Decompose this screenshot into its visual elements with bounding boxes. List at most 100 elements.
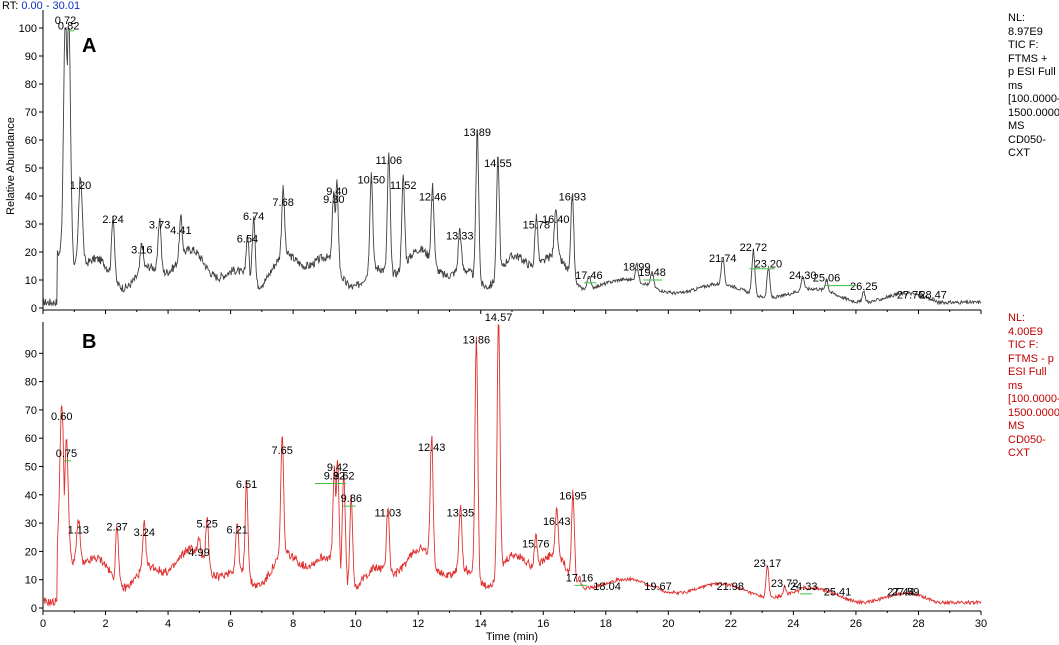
series-line bbox=[42, 324, 982, 607]
y-tick-label: 50 bbox=[25, 462, 37, 474]
info-line: 1500.0000] bbox=[1008, 106, 1059, 119]
peak-label: 6.74 bbox=[243, 211, 264, 223]
peak-label: 2.37 bbox=[106, 521, 127, 533]
peak-label: 12.43 bbox=[418, 442, 446, 454]
x-tick-label: 14 bbox=[475, 618, 487, 630]
y-tick-label: 90 bbox=[25, 51, 37, 63]
rt-label: RT: bbox=[2, 0, 19, 12]
peak-label: 4.41 bbox=[170, 225, 191, 237]
y-tick-label: 10 bbox=[25, 275, 37, 287]
x-tick-label: 22 bbox=[725, 618, 737, 630]
info-line: [100.0000- bbox=[1008, 93, 1059, 105]
y-tick-label: 0 bbox=[31, 603, 37, 615]
peak-label: 14.55 bbox=[484, 158, 512, 170]
peak-label: 21.98 bbox=[716, 581, 744, 593]
peak-label: 17.16 bbox=[566, 572, 594, 584]
panel-letter: A bbox=[82, 35, 96, 57]
y-tick-label: 40 bbox=[25, 490, 37, 502]
x-tick-label: 26 bbox=[850, 618, 862, 630]
panel-b-info: NL: 4.00E9 TIC F: FTMS - p ESI Full ms [100.… bbox=[1008, 312, 1059, 461]
peak-label: 24.33 bbox=[790, 581, 818, 593]
peak-label: 19.67 bbox=[644, 581, 672, 593]
x-tick-label: 2 bbox=[102, 618, 108, 630]
peak-label: 13.86 bbox=[463, 335, 491, 347]
y-tick-label: 70 bbox=[25, 405, 37, 417]
peak-label: 25.41 bbox=[824, 587, 852, 599]
series-line bbox=[42, 27, 982, 307]
y-tick-label: 40 bbox=[25, 191, 37, 203]
peak-label: 6.21 bbox=[226, 524, 247, 536]
y-tick-label: 60 bbox=[25, 433, 37, 445]
y-tick-label: 30 bbox=[25, 518, 37, 530]
info-line: NL: bbox=[1008, 312, 1026, 324]
peak-label: 9.30 bbox=[323, 194, 344, 206]
peak-label: 23.72 bbox=[771, 578, 799, 590]
peak-label: 16.93 bbox=[559, 191, 587, 203]
peak-label: 22.72 bbox=[740, 242, 768, 254]
peak-label: 15.76 bbox=[522, 538, 550, 550]
peak-label: 6.51 bbox=[236, 479, 257, 491]
peak-label: 14.57 bbox=[485, 312, 513, 324]
peak-label: 13.33 bbox=[446, 231, 474, 243]
y-tick-label: 80 bbox=[25, 377, 37, 389]
peak-label: 7.68 bbox=[272, 197, 293, 209]
peak-label: 1.20 bbox=[70, 180, 91, 192]
info-line: 8.97E9 bbox=[1008, 25, 1043, 38]
peak-label: 0.75 bbox=[56, 448, 77, 460]
peak-label: 27.59 bbox=[892, 587, 920, 599]
peak-label: 27.44 bbox=[887, 587, 915, 599]
x-tick-label: 4 bbox=[165, 618, 171, 630]
y-tick-label: 70 bbox=[25, 107, 37, 119]
panel-a: 0 10 20 30 40 50 60 70 80 90 100 Relative Abundance… bbox=[5, 10, 982, 315]
peak-label: 0.82 bbox=[58, 21, 79, 33]
peak-label: 24.30 bbox=[789, 270, 817, 282]
info-line: 4.00E9 bbox=[1008, 325, 1043, 338]
peak-label: 28.47 bbox=[919, 289, 947, 301]
peak-label: 26.25 bbox=[850, 281, 878, 293]
y-tick-label: 100 bbox=[19, 23, 37, 35]
peak-label: 11.52 bbox=[390, 180, 417, 192]
peak-label: 16.43 bbox=[543, 516, 571, 528]
y-tick-label: 10 bbox=[25, 575, 37, 587]
x-tick-label: 0 bbox=[40, 618, 46, 630]
y-tick-label: 30 bbox=[25, 219, 37, 231]
info-line: TIC F: FTMS + bbox=[1008, 39, 1048, 65]
x-tick-label: 28 bbox=[912, 618, 924, 630]
info-line: MS bbox=[1008, 120, 1025, 132]
panel-a-info: NL: 8.97E9 TIC F: FTMS + p ESI Full ms [100.… bbox=[1008, 12, 1059, 161]
x-axis-label: Time (min) bbox=[486, 631, 538, 643]
info-line: 1500.0000] bbox=[1008, 406, 1059, 419]
peak-label: 5.25 bbox=[196, 519, 217, 531]
peak-label: 27.75 bbox=[897, 289, 925, 301]
x-tick-label: 16 bbox=[537, 618, 549, 630]
x-tick-label: 30 bbox=[975, 618, 987, 630]
info-line: [100.0000- bbox=[1008, 393, 1059, 405]
peak-label: 18.99 bbox=[623, 261, 651, 273]
peak-label: 18.04 bbox=[593, 581, 621, 593]
y-tick-label: 0 bbox=[31, 303, 37, 315]
x-tick-label: 18 bbox=[600, 618, 612, 630]
y-tick-label: 20 bbox=[25, 546, 37, 558]
rt-range-value: 0.00 - 30.01 bbox=[21, 0, 81, 12]
x-tick-label: 12 bbox=[412, 618, 424, 630]
peak-label: 9.62 bbox=[333, 470, 354, 482]
peak-label: 9.42 bbox=[327, 462, 348, 474]
info-line: MS bbox=[1008, 420, 1025, 432]
peak-label: 9.40 bbox=[326, 186, 347, 198]
peak-label: 25.06 bbox=[813, 273, 841, 285]
x-tick-label: 6 bbox=[228, 618, 234, 630]
peak-label: 11.03 bbox=[375, 507, 402, 519]
peak-label: 0.72 bbox=[55, 15, 76, 27]
peak-label: 3.16 bbox=[131, 245, 152, 257]
peak-label: 10.50 bbox=[358, 175, 386, 187]
peak-label: 23.17 bbox=[754, 558, 782, 570]
info-line: TIC F: FTMS - p bbox=[1008, 339, 1054, 365]
y-tick-label: 80 bbox=[25, 79, 37, 91]
peak-label: 3.24 bbox=[134, 527, 155, 539]
peak-label: 15.78 bbox=[523, 219, 551, 231]
y-tick-label: 90 bbox=[25, 348, 37, 360]
y-axis-label: Relative Abundance bbox=[5, 117, 17, 215]
peak-label: 1.13 bbox=[68, 524, 89, 536]
peak-label: 12.46 bbox=[419, 191, 447, 203]
